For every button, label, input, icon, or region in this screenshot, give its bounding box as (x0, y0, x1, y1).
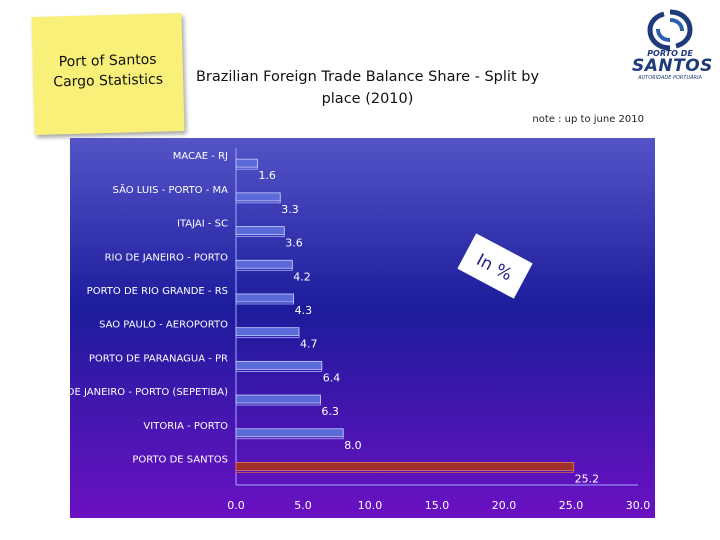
chart-title: Brazilian Foreign Trade Balance Share - … (185, 66, 550, 110)
category-label: ITAJAI - SC (177, 219, 228, 230)
bar (235, 192, 281, 202)
value-label: 8.0 (344, 439, 362, 452)
x-tick-label: 30.0 (626, 499, 651, 512)
chart-title-line-1: Brazilian Foreign Trade Balance Share - … (195, 69, 540, 85)
category-label: RIO DE JANEIRO - PORTO (105, 252, 229, 263)
bar (235, 394, 321, 404)
x-tick-label: 25.0 (559, 499, 584, 512)
chart-title-line-2: place (2010) (321, 91, 414, 107)
annotation: In % (457, 233, 533, 299)
bar (235, 327, 300, 337)
category-label: SÃO LUIS - PORTO - MA (113, 183, 229, 196)
labels: 0.0 5.0 10.0 15.0 20.0 25.0 30.0 MACAE - RJ 1.6 S… (46, 151, 651, 512)
porto-de-santos-logo: PORTO DE SANTOS AUTORIDADE PORTUÁRIA (632, 8, 713, 82)
category-label: RIO DE JANEIRO - PORTO (SEPETIBA) (70, 387, 228, 398)
logo-line-2: SANTOS (632, 56, 713, 76)
bar (235, 259, 293, 269)
bar (235, 428, 344, 438)
sticky-note: Port of Santos Cargo Statistics (31, 13, 185, 135)
category-label: VITORIA - PORTO (143, 421, 228, 432)
value-label: 6.4 (323, 371, 341, 384)
value-label: 1.6 (258, 169, 276, 182)
x-tick-label: 15.0 (425, 499, 450, 512)
x-tick-label: 20.0 (492, 499, 517, 512)
category-label: PORTO DE RIO GRANDE - RS (87, 286, 228, 297)
category-label: SAO PAULO - AEROPORTO (99, 320, 228, 331)
unit-annotation-box: In % (457, 233, 533, 299)
x-tick-label: 5.0 (294, 499, 312, 512)
category-label: PORTO DE SANTOS (132, 454, 228, 465)
x-tick-label: 0.0 (227, 499, 245, 512)
bar (235, 158, 258, 168)
bar (235, 226, 285, 235)
logo-line-3: AUTORIDADE PORTUÁRIA (638, 75, 702, 81)
value-label: 4.7 (300, 338, 318, 351)
sticky-line-2: Cargo Statistics (53, 71, 164, 91)
value-label: 25.2 (575, 472, 600, 485)
value-label: 6.3 (321, 405, 339, 418)
bar (235, 462, 575, 471)
logo-text: PORTO DE SANTOS AUTORIDADE PORTUÁRIA (632, 49, 713, 82)
value-label: 3.6 (285, 237, 303, 250)
value-label: 3.3 (281, 203, 299, 216)
chart-note: note : up to june 2010 (532, 114, 644, 125)
category-label: MACAE - RJ (173, 151, 228, 162)
chart-background (70, 138, 655, 518)
logo-emblem-icon (647, 9, 693, 51)
value-label: 4.3 (295, 304, 313, 317)
unit-annotation-bg (457, 233, 533, 299)
bar-chart: 0.0 5.0 10.0 15.0 20.0 25.0 30.0 MACAE - RJ 1.6 S… (46, 138, 655, 518)
bar (235, 360, 323, 370)
x-tick-label: 10.0 (358, 499, 383, 512)
value-label: 4.2 (293, 270, 311, 283)
bar (235, 293, 295, 303)
category-label: PORTO DE PARANAGUA - PR (89, 353, 228, 364)
bars (235, 158, 575, 473)
logo-line-1: PORTO DE (647, 49, 693, 58)
chart: 0.0 5.0 10.0 15.0 20.0 25.0 30.0 MACAE - RJ 1.6 S… (46, 138, 655, 518)
